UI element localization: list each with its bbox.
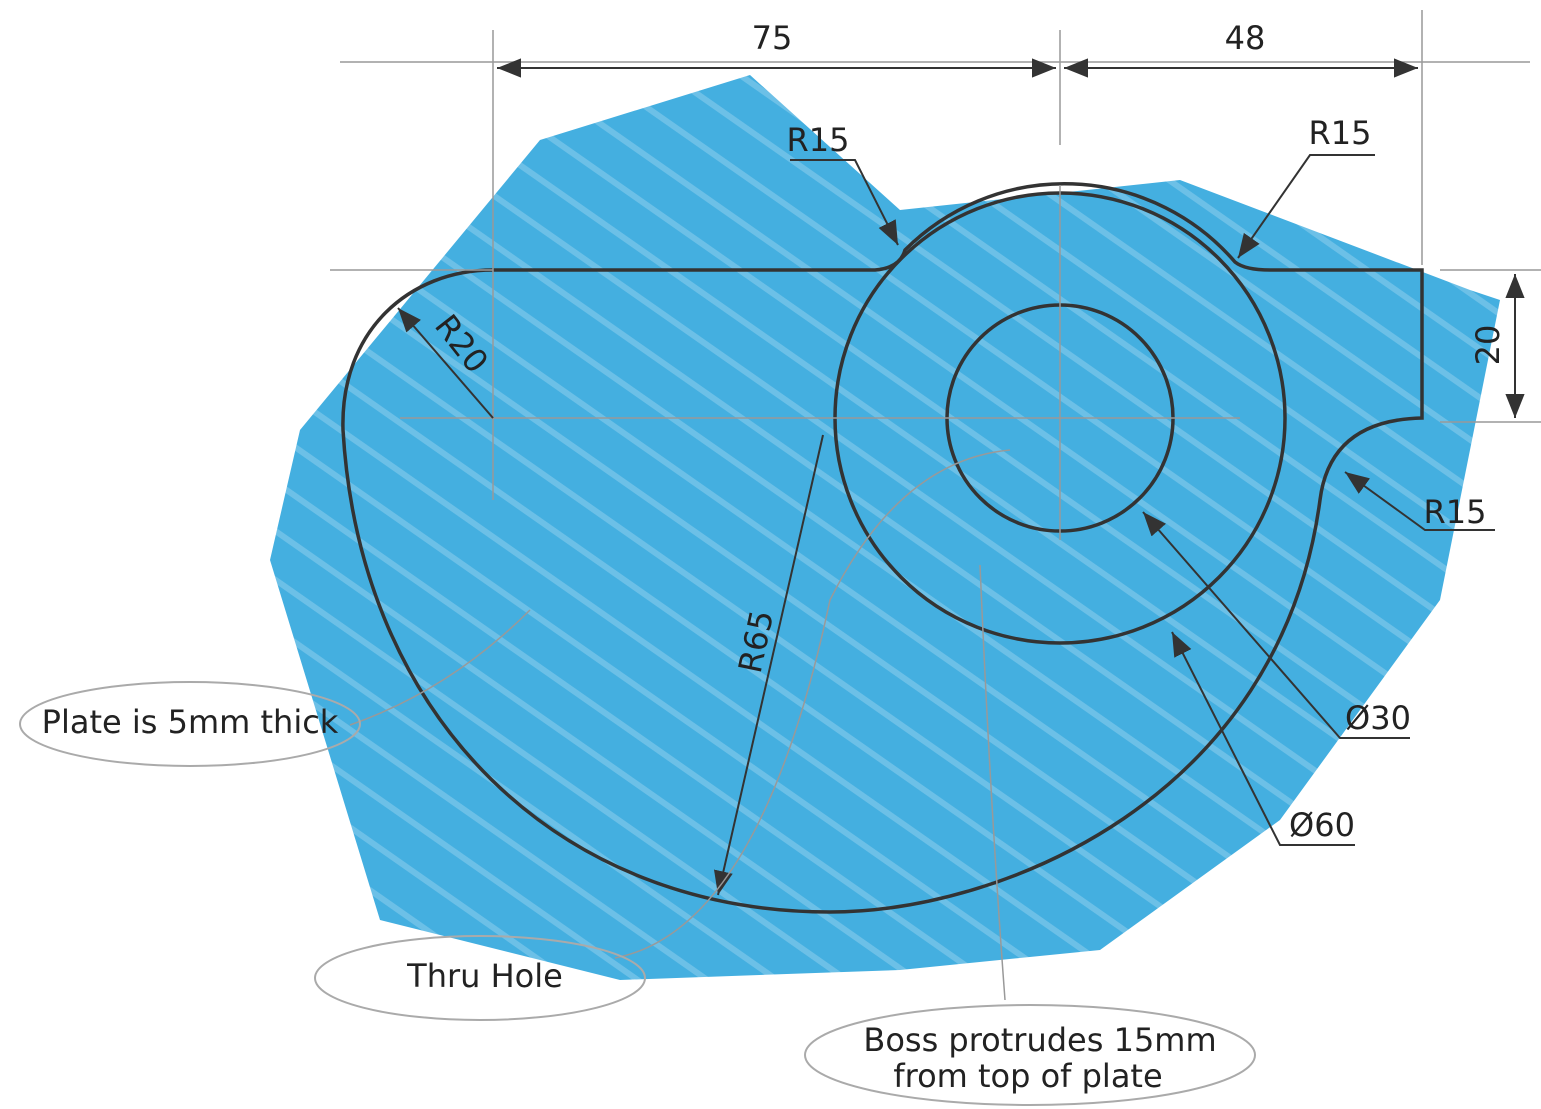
dimension-label: R15 — [1309, 114, 1372, 152]
leader — [713, 434, 824, 896]
leader — [1171, 631, 1355, 846]
dimension-label: Ø60 — [1289, 806, 1355, 844]
dimension-label: 20 — [1469, 325, 1507, 366]
plate-outline — [341, 182, 1424, 914]
note-bubble — [314, 935, 646, 1021]
leader — [1237, 154, 1375, 259]
note-text: Thru Hole — [406, 957, 563, 995]
leader — [1142, 511, 1410, 739]
leader — [397, 307, 494, 419]
note-leader — [614, 449, 1011, 959]
dimension-label: R15 — [1424, 493, 1487, 531]
note-text: Boss protrudes 15mm — [863, 1021, 1216, 1059]
leader — [790, 159, 899, 246]
note-text: from top of plate — [893, 1057, 1162, 1095]
note-bubble — [19, 681, 361, 767]
note-bubble — [804, 1004, 1256, 1106]
dimension-label: Ø30 — [1345, 699, 1411, 737]
dimension-label: R15 — [787, 121, 850, 159]
shading — [270, 75, 1500, 980]
dimension-label: 48 — [1225, 19, 1266, 57]
leader — [1344, 471, 1495, 531]
note-leader — [979, 564, 1006, 1001]
note-leader — [349, 609, 531, 726]
dimension-label: 75 — [752, 19, 793, 57]
note-text: Plate is 5mm thick — [42, 703, 339, 741]
